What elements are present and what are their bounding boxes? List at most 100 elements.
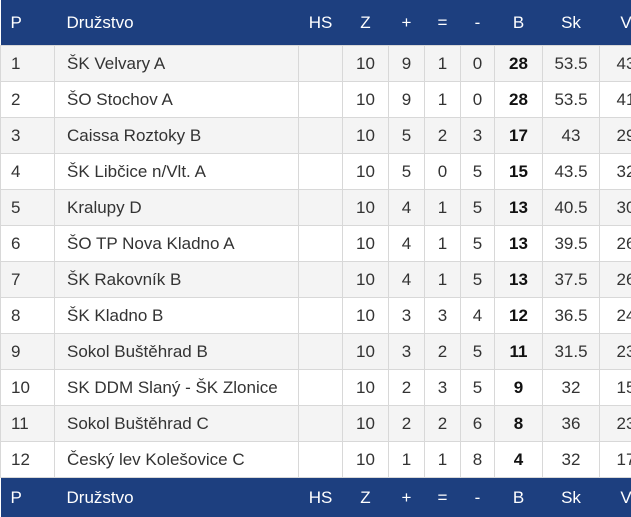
footer-score[interactable]: Sk	[542, 477, 600, 517]
table-footer: P Družstvo HS Z + = - B Sk V	[0, 477, 631, 517]
cell-score: 36.5	[542, 297, 600, 334]
header-position[interactable]: P	[0, 0, 55, 46]
cell-losses: 5	[460, 333, 495, 370]
table-row: 11 Sokol Buštěhrad C 10 2 2 6 8 36 23	[0, 405, 631, 442]
cell-position: 9	[0, 333, 55, 370]
cell-hs	[298, 117, 343, 154]
cell-team: Sokol Buštěhrad B	[54, 333, 299, 370]
cell-team: ŠO Stochov A	[54, 81, 299, 118]
cell-wins: 5	[388, 153, 425, 190]
cell-team: ŠK Kladno B	[54, 297, 299, 334]
header-draws[interactable]: =	[424, 0, 461, 46]
cell-played: 10	[342, 369, 389, 406]
table-row: 2 ŠO Stochov A 10 9 1 0 28 53.5 41	[0, 81, 631, 118]
cell-losses: 5	[460, 261, 495, 298]
cell-score: 40.5	[542, 189, 600, 226]
cell-points: 9	[494, 369, 543, 406]
cell-hs	[298, 189, 343, 226]
cell-v: 43	[599, 45, 631, 82]
cell-wins: 3	[388, 297, 425, 334]
cell-wins: 2	[388, 405, 425, 442]
cell-played: 10	[342, 441, 389, 478]
cell-draws: 1	[424, 441, 461, 478]
header-wins[interactable]: +	[388, 0, 425, 46]
cell-points: 13	[494, 261, 543, 298]
cell-wins: 5	[388, 117, 425, 154]
cell-score: 31.5	[542, 333, 600, 370]
table-row: 1 ŠK Velvary A 10 9 1 0 28 53.5 43	[0, 45, 631, 82]
cell-v: 23	[599, 333, 631, 370]
cell-position: 12	[0, 441, 55, 478]
cell-played: 10	[342, 117, 389, 154]
cell-losses: 3	[460, 117, 495, 154]
footer-v[interactable]: V	[599, 477, 631, 517]
cell-v: 26	[599, 261, 631, 298]
cell-losses: 6	[460, 405, 495, 442]
header-points[interactable]: B	[494, 0, 543, 46]
cell-team: ŠK Libčice n/Vlt. A	[54, 153, 299, 190]
cell-draws: 2	[424, 405, 461, 442]
header-hs[interactable]: HS	[298, 0, 343, 46]
cell-wins: 9	[388, 45, 425, 82]
table-row: 9 Sokol Buštěhrad B 10 3 2 5 11 31.5 23	[0, 333, 631, 370]
cell-team: Caissa Roztoky B	[54, 117, 299, 154]
cell-score: 36	[542, 405, 600, 442]
header-v[interactable]: V	[599, 0, 631, 46]
cell-draws: 1	[424, 45, 461, 82]
footer-team[interactable]: Družstvo	[54, 477, 299, 517]
table-row: 10 SK DDM Slaný - ŠK Zlonice 10 2 3 5 9 32 15	[0, 369, 631, 406]
footer-played[interactable]: Z	[342, 477, 389, 517]
cell-team: ŠK Rakovník B	[54, 261, 299, 298]
cell-points: 4	[494, 441, 543, 478]
cell-draws: 3	[424, 369, 461, 406]
header-losses[interactable]: -	[460, 0, 495, 46]
footer-row: P Družstvo HS Z + = - B Sk V	[0, 477, 631, 517]
cell-losses: 5	[460, 153, 495, 190]
cell-score: 43.5	[542, 153, 600, 190]
cell-played: 10	[342, 153, 389, 190]
cell-wins: 3	[388, 333, 425, 370]
cell-position: 6	[0, 225, 55, 262]
header-played[interactable]: Z	[342, 0, 389, 46]
cell-wins: 2	[388, 369, 425, 406]
cell-losses: 5	[460, 225, 495, 262]
cell-score: 32	[542, 369, 600, 406]
cell-v: 41	[599, 81, 631, 118]
cell-score: 37.5	[542, 261, 600, 298]
cell-v: 23	[599, 405, 631, 442]
cell-losses: 0	[460, 81, 495, 118]
cell-draws: 2	[424, 333, 461, 370]
cell-points: 13	[494, 225, 543, 262]
footer-wins[interactable]: +	[388, 477, 425, 517]
cell-draws: 1	[424, 225, 461, 262]
cell-score: 53.5	[542, 81, 600, 118]
cell-v: 30	[599, 189, 631, 226]
table-header: P Družstvo HS Z + = - B Sk V	[0, 0, 631, 46]
cell-hs	[298, 45, 343, 82]
table-row: 3 Caissa Roztoky B 10 5 2 3 17 43 29	[0, 117, 631, 154]
cell-hs	[298, 261, 343, 298]
header-score[interactable]: Sk	[542, 0, 600, 46]
cell-v: 26	[599, 225, 631, 262]
cell-played: 10	[342, 297, 389, 334]
cell-position: 4	[0, 153, 55, 190]
cell-team: Sokol Buštěhrad C	[54, 405, 299, 442]
cell-position: 11	[0, 405, 55, 442]
cell-hs	[298, 333, 343, 370]
footer-losses[interactable]: -	[460, 477, 495, 517]
footer-position[interactable]: P	[0, 477, 55, 517]
cell-team: Kralupy D	[54, 189, 299, 226]
cell-losses: 5	[460, 189, 495, 226]
cell-hs	[298, 405, 343, 442]
cell-team: SK DDM Slaný - ŠK Zlonice	[54, 369, 299, 406]
footer-points[interactable]: B	[494, 477, 543, 517]
footer-draws[interactable]: =	[424, 477, 461, 517]
table-row: 6 ŠO TP Nova Kladno A 10 4 1 5 13 39.5 26	[0, 225, 631, 262]
cell-draws: 1	[424, 189, 461, 226]
cell-played: 10	[342, 225, 389, 262]
header-team[interactable]: Družstvo	[54, 0, 299, 46]
footer-hs[interactable]: HS	[298, 477, 343, 517]
cell-played: 10	[342, 405, 389, 442]
